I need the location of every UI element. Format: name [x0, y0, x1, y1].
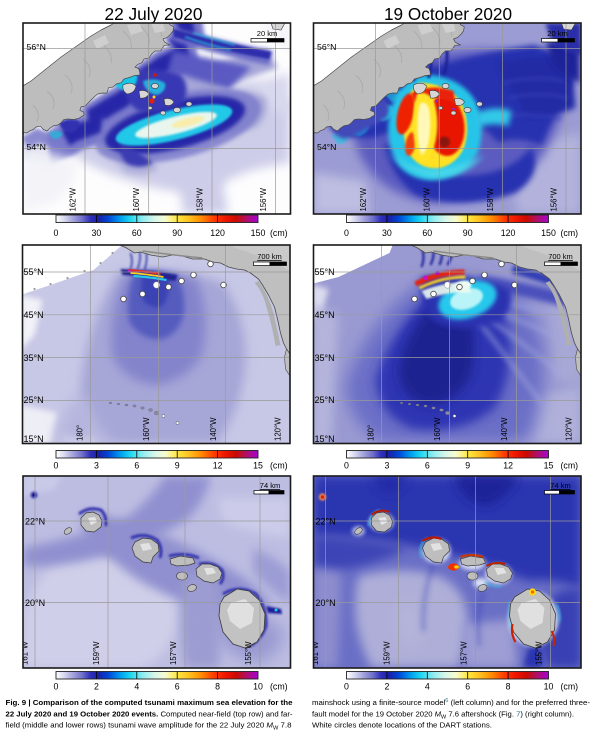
svg-text:56°N: 56°N: [27, 42, 46, 52]
svg-text:6: 6: [465, 682, 470, 692]
svg-text:9: 9: [175, 461, 180, 471]
svg-text:45°N: 45°N: [315, 310, 335, 320]
svg-text:162°W: 162°W: [69, 187, 78, 211]
svg-text:0: 0: [54, 461, 59, 471]
svg-text:15: 15: [544, 461, 554, 471]
svg-text:0: 0: [54, 682, 59, 692]
svg-text:0: 0: [54, 228, 59, 238]
svg-text:22 July 2020: 22 July 2020: [105, 4, 203, 24]
svg-text:22°N: 22°N: [316, 517, 336, 527]
svg-text:162°W: 162°W: [359, 187, 368, 211]
svg-text:120: 120: [501, 228, 516, 238]
svg-text:8: 8: [215, 682, 220, 692]
svg-text:9: 9: [465, 461, 470, 471]
svg-text:White circles denote locations: White circles denote locations of the DA…: [312, 721, 492, 730]
svg-text:158°W: 158°W: [196, 187, 205, 211]
svg-text:4: 4: [425, 682, 430, 692]
svg-text:20°N: 20°N: [25, 598, 45, 608]
svg-text:120: 120: [210, 228, 225, 238]
svg-text:3: 3: [94, 461, 99, 471]
svg-text:20 km: 20 km: [547, 29, 567, 38]
svg-text:161°W: 161°W: [21, 641, 30, 665]
svg-text:150: 150: [251, 228, 266, 238]
svg-text:6: 6: [425, 461, 430, 471]
svg-text:159°W: 159°W: [92, 641, 101, 665]
svg-text:30: 30: [92, 228, 102, 238]
svg-text:700 km: 700 km: [548, 252, 573, 261]
svg-text:180°: 180°: [76, 425, 85, 441]
svg-text:10: 10: [253, 682, 263, 692]
svg-text:22°N: 22°N: [25, 517, 45, 527]
svg-text:30: 30: [382, 228, 392, 238]
svg-text:158°W: 158°W: [486, 187, 495, 211]
svg-text:0: 0: [344, 461, 349, 471]
svg-text:150: 150: [541, 228, 556, 238]
svg-text:12: 12: [503, 461, 513, 471]
svg-text:90: 90: [172, 228, 182, 238]
svg-text:(cm): (cm): [270, 682, 288, 692]
svg-text:74 km: 74 km: [260, 481, 280, 490]
svg-text:160°W: 160°W: [433, 417, 442, 441]
svg-text:156°W: 156°W: [550, 187, 559, 211]
svg-text:155°W: 155°W: [244, 641, 253, 665]
svg-text:2: 2: [94, 682, 99, 692]
svg-text:55°N: 55°N: [315, 267, 335, 277]
svg-text:10: 10: [544, 682, 554, 692]
svg-text:157°W: 157°W: [460, 641, 469, 665]
svg-text:15°N: 15°N: [24, 434, 44, 444]
svg-text:25°N: 25°N: [315, 395, 335, 405]
svg-text:4: 4: [134, 682, 139, 692]
svg-text:140°W: 140°W: [500, 417, 509, 441]
svg-text:(cm): (cm): [270, 461, 288, 471]
svg-text:120°W: 120°W: [565, 417, 574, 441]
svg-text:140°W: 140°W: [209, 417, 218, 441]
svg-text:mainshock using a finite-sourc: mainshock using a finite-source model 6 (…: [312, 698, 590, 707]
svg-text:45°N: 45°N: [24, 310, 44, 320]
svg-text:(cm): (cm): [270, 228, 288, 238]
svg-text:(cm): (cm): [561, 682, 579, 692]
svg-text:90: 90: [463, 228, 473, 238]
svg-text:field (middle and lower rows): field (middle and lower rows) tsunami wa…: [6, 721, 292, 732]
svg-text:35°N: 35°N: [315, 353, 335, 363]
svg-text:54°N: 54°N: [317, 142, 336, 152]
svg-text:180°: 180°: [367, 425, 376, 441]
svg-text:160°W: 160°W: [142, 417, 151, 441]
svg-text:155°W: 155°W: [535, 641, 544, 665]
svg-text:157°W: 157°W: [169, 641, 178, 665]
svg-text:0: 0: [344, 682, 349, 692]
svg-text:700 km: 700 km: [257, 252, 282, 261]
svg-text:35°N: 35°N: [24, 353, 44, 363]
svg-text:160°W: 160°W: [423, 187, 432, 211]
svg-text:(cm): (cm): [561, 461, 579, 471]
svg-text:0: 0: [344, 228, 349, 238]
svg-text:159°W: 159°W: [383, 641, 392, 665]
svg-text:6: 6: [134, 461, 139, 471]
svg-text:8: 8: [506, 682, 511, 692]
svg-text:15°N: 15°N: [315, 434, 335, 444]
svg-text:12: 12: [213, 461, 223, 471]
svg-text:15: 15: [253, 461, 263, 471]
svg-text:2: 2: [384, 682, 389, 692]
svg-text:160°W: 160°W: [132, 187, 141, 211]
svg-text:56°N: 56°N: [317, 42, 336, 52]
svg-text:fault model for the 19 October: fault model for the 19 October 2020 MW 7…: [312, 709, 574, 720]
svg-text:120°W: 120°W: [274, 417, 283, 441]
svg-text:55°N: 55°N: [24, 267, 44, 277]
svg-text:22 July 2020 and 19 October 20: 22 July 2020 and 19 October 2020 events.…: [6, 709, 293, 718]
svg-text:(cm): (cm): [561, 228, 579, 238]
svg-text:20°N: 20°N: [316, 598, 336, 608]
svg-text:60: 60: [422, 228, 432, 238]
svg-text:54°N: 54°N: [27, 142, 46, 152]
svg-text:Fig. 9 | Comparison of the com: Fig. 9 | Comparison of the computed tsun…: [6, 698, 294, 707]
svg-text:19 October 2020: 19 October 2020: [384, 4, 512, 24]
svg-text:25°N: 25°N: [24, 395, 44, 405]
svg-text:74 km: 74 km: [550, 481, 570, 490]
svg-text:20 km: 20 km: [257, 29, 277, 38]
svg-text:161°W: 161°W: [311, 641, 320, 665]
svg-text:3: 3: [384, 461, 389, 471]
svg-text:60: 60: [132, 228, 142, 238]
svg-text:6: 6: [175, 682, 180, 692]
svg-text:156°W: 156°W: [259, 187, 268, 211]
